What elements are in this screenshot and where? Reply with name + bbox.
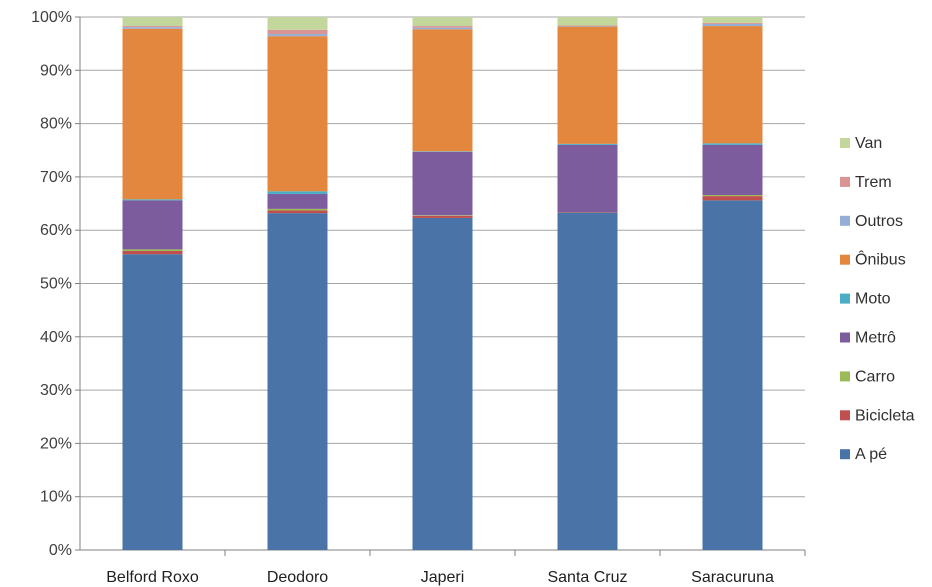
bar-segment-metro [122,200,183,250]
bar-segment-onibus [267,36,328,192]
legend-swatch [840,293,850,304]
y-tick-label: 30% [40,382,72,399]
bar-segment-bicicleta [412,215,473,218]
legend-item-carro: Carro [840,368,895,385]
bar-segment-onibus [557,26,618,144]
bar-segment-trem [557,25,618,27]
bar-segment-bicicleta [557,212,618,213]
legend-swatch [840,254,850,265]
axes: 0% 10% 20% 30% 40% 50% 60% 70% 80% 90% 100% [31,9,806,559]
bar-segment-moto [702,143,763,145]
bar-segment-onibus [702,26,763,144]
bar-segment-moto [557,143,618,145]
legend-label: Trem [855,174,892,191]
x-tick-label: Belford Roxo [106,569,199,586]
bar-segment-a-pe [412,217,473,551]
legend-swatch [840,449,850,460]
bar-segment-carro [267,208,328,211]
bar-segment-outros [702,23,763,27]
bar-segment-onibus [412,29,473,152]
legend-label: Van [855,135,882,152]
legend-item-van: Van [840,135,882,152]
bar-segment-metro [702,144,763,196]
bar-segment-moto [412,151,473,152]
bar-segment-carro [122,249,183,251]
legend-label: Moto [855,291,891,308]
bar-segment-van [702,17,763,23]
bar-segment-outros [267,34,328,37]
legend-label: Bicicleta [855,407,915,424]
bar-segment-a-pe [122,254,183,550]
bar-segment-metro [557,144,618,213]
legend-label: Outros [855,213,903,230]
legend-swatch [840,410,850,421]
legend-swatch [840,215,850,226]
bar-segment-van [122,17,183,27]
x-tick-label: Deodoro [267,569,328,586]
legend-label: Metrô [855,330,896,347]
x-tick-label: Japeri [421,569,465,586]
legend-item-bicicleta: Bicicleta [840,407,915,424]
bar-segment-van [267,17,328,30]
legend-item-a-pe: A pé [840,446,887,463]
bar-segment-bicicleta [122,250,183,255]
bar-segment-metro [412,151,473,216]
bar-segment-trem [122,26,183,28]
legend-item-trem: Trem [840,174,892,191]
bar-segment-van [412,17,473,27]
y-tick-label: 60% [40,222,72,239]
legend-item-moto: Moto [840,291,891,308]
bar-segment-trem [267,29,328,35]
legend-swatch [840,332,850,343]
bars [122,17,763,551]
bar-segment-bicicleta [267,210,328,214]
y-tick-label: 70% [40,169,72,186]
legend-item-onibus: Ônibus [840,250,906,269]
category-labels: Belford Roxo Deodoro Japeri Santa Cruz Sarac… [106,569,774,586]
bar-segment-a-pe [557,212,618,550]
bar-segment-metro [267,193,328,209]
legend-label: Ônibus [855,250,906,269]
bar-segment-trem [412,26,473,28]
legend-swatch [840,176,850,187]
bar-segment-a-pe [702,200,763,551]
y-tick-label: 40% [40,329,72,346]
y-tick-label: 20% [40,435,72,452]
legend: Van Trem Outros Ônibus Moto Metrô Carro Bicicle… [840,135,915,463]
y-tick-label: 80% [40,116,72,133]
bar-segment-bicicleta [702,196,763,201]
bar-segment-van [557,17,618,26]
bar-segment-trem [702,22,763,24]
bar-segment-moto [122,199,183,201]
bar-segment-carro [412,215,473,216]
bar-segment-onibus [122,28,183,200]
y-tick-label: 0% [49,542,72,559]
y-tick-label: 90% [40,62,72,79]
bar-segment-carro [702,195,763,197]
x-tick-label: Santa Cruz [547,569,627,586]
y-tick-label: 100% [31,9,72,26]
y-tick-label: 50% [40,276,72,293]
legend-label: A pé [855,446,887,463]
legend-label: Carro [855,368,895,385]
x-tick-label: Saracuruna [691,569,774,586]
bar-segment-a-pe [267,213,328,551]
bar-segment-moto [267,191,328,194]
bar-segment-outros [122,27,183,29]
legend-swatch [840,138,850,148]
legend-item-outros: Outros [840,213,903,230]
legend-swatch [840,371,850,382]
y-tick-label: 10% [40,489,72,506]
bar-segment-outros [557,26,618,27]
bar-segment-outros [412,27,473,30]
legend-item-metro: Metrô [840,330,896,347]
